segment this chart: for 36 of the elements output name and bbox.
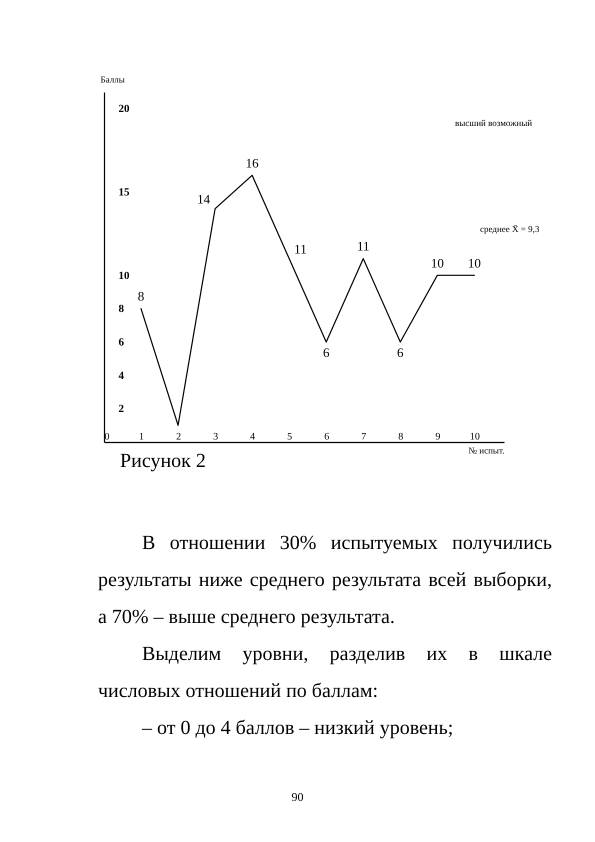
- y-tick-label: 4: [118, 370, 124, 382]
- annotation: высший возможный: [455, 118, 532, 128]
- x-axis-title: № испыт.: [468, 446, 504, 456]
- x-tick-label: 2: [176, 432, 182, 442]
- data-label: 10: [468, 255, 481, 270]
- data-label: 11: [294, 242, 307, 257]
- data-label: 16: [246, 155, 260, 170]
- text: 90: [290, 790, 304, 805]
- x-tick-label: 5: [287, 432, 292, 442]
- data-label: 11: [356, 238, 370, 254]
- x-tick-label: 3: [213, 432, 218, 442]
- data-label: 6: [397, 345, 404, 360]
- annotation: среднее X̄ = 9,3: [480, 224, 540, 234]
- data-label: 8: [138, 288, 144, 304]
- y-tick-label: 6: [118, 336, 124, 348]
- text: – от 0 до 4 баллов – низкий уровень;: [140, 716, 454, 741]
- y-axis-title: Баллы: [100, 74, 125, 84]
- y-tick-label: 15: [118, 186, 130, 198]
- text: Выделим уровни, разделив их в шкале числовых отношений по баллам:: [98, 642, 552, 704]
- text: В отношении 30% испытуемых получились результаты ниже среднего результата всей выборки, а 70% – выше среднего результата.: [98, 531, 552, 630]
- y-tick-label: 20: [118, 103, 130, 116]
- text: Рисунок 2: [120, 450, 206, 473]
- data-label: 14: [197, 192, 211, 207]
- x-tick-label: 1: [139, 432, 144, 442]
- y-tick-label: 2: [118, 403, 124, 416]
- x-tick-label: 6: [324, 432, 330, 442]
- x-tick-label: 10: [470, 432, 480, 442]
- x-tick-label: 0: [104, 432, 110, 442]
- data-label: 10: [430, 255, 444, 270]
- y-tick-label: 10: [118, 270, 130, 282]
- x-tick-label: 8: [398, 432, 404, 442]
- data-label: 6: [322, 345, 330, 360]
- y-tick-label: 8: [118, 303, 124, 316]
- x-tick-label: 9: [435, 432, 440, 442]
- x-tick-label: 4: [250, 432, 256, 442]
- x-tick-label: 7: [361, 432, 366, 442]
